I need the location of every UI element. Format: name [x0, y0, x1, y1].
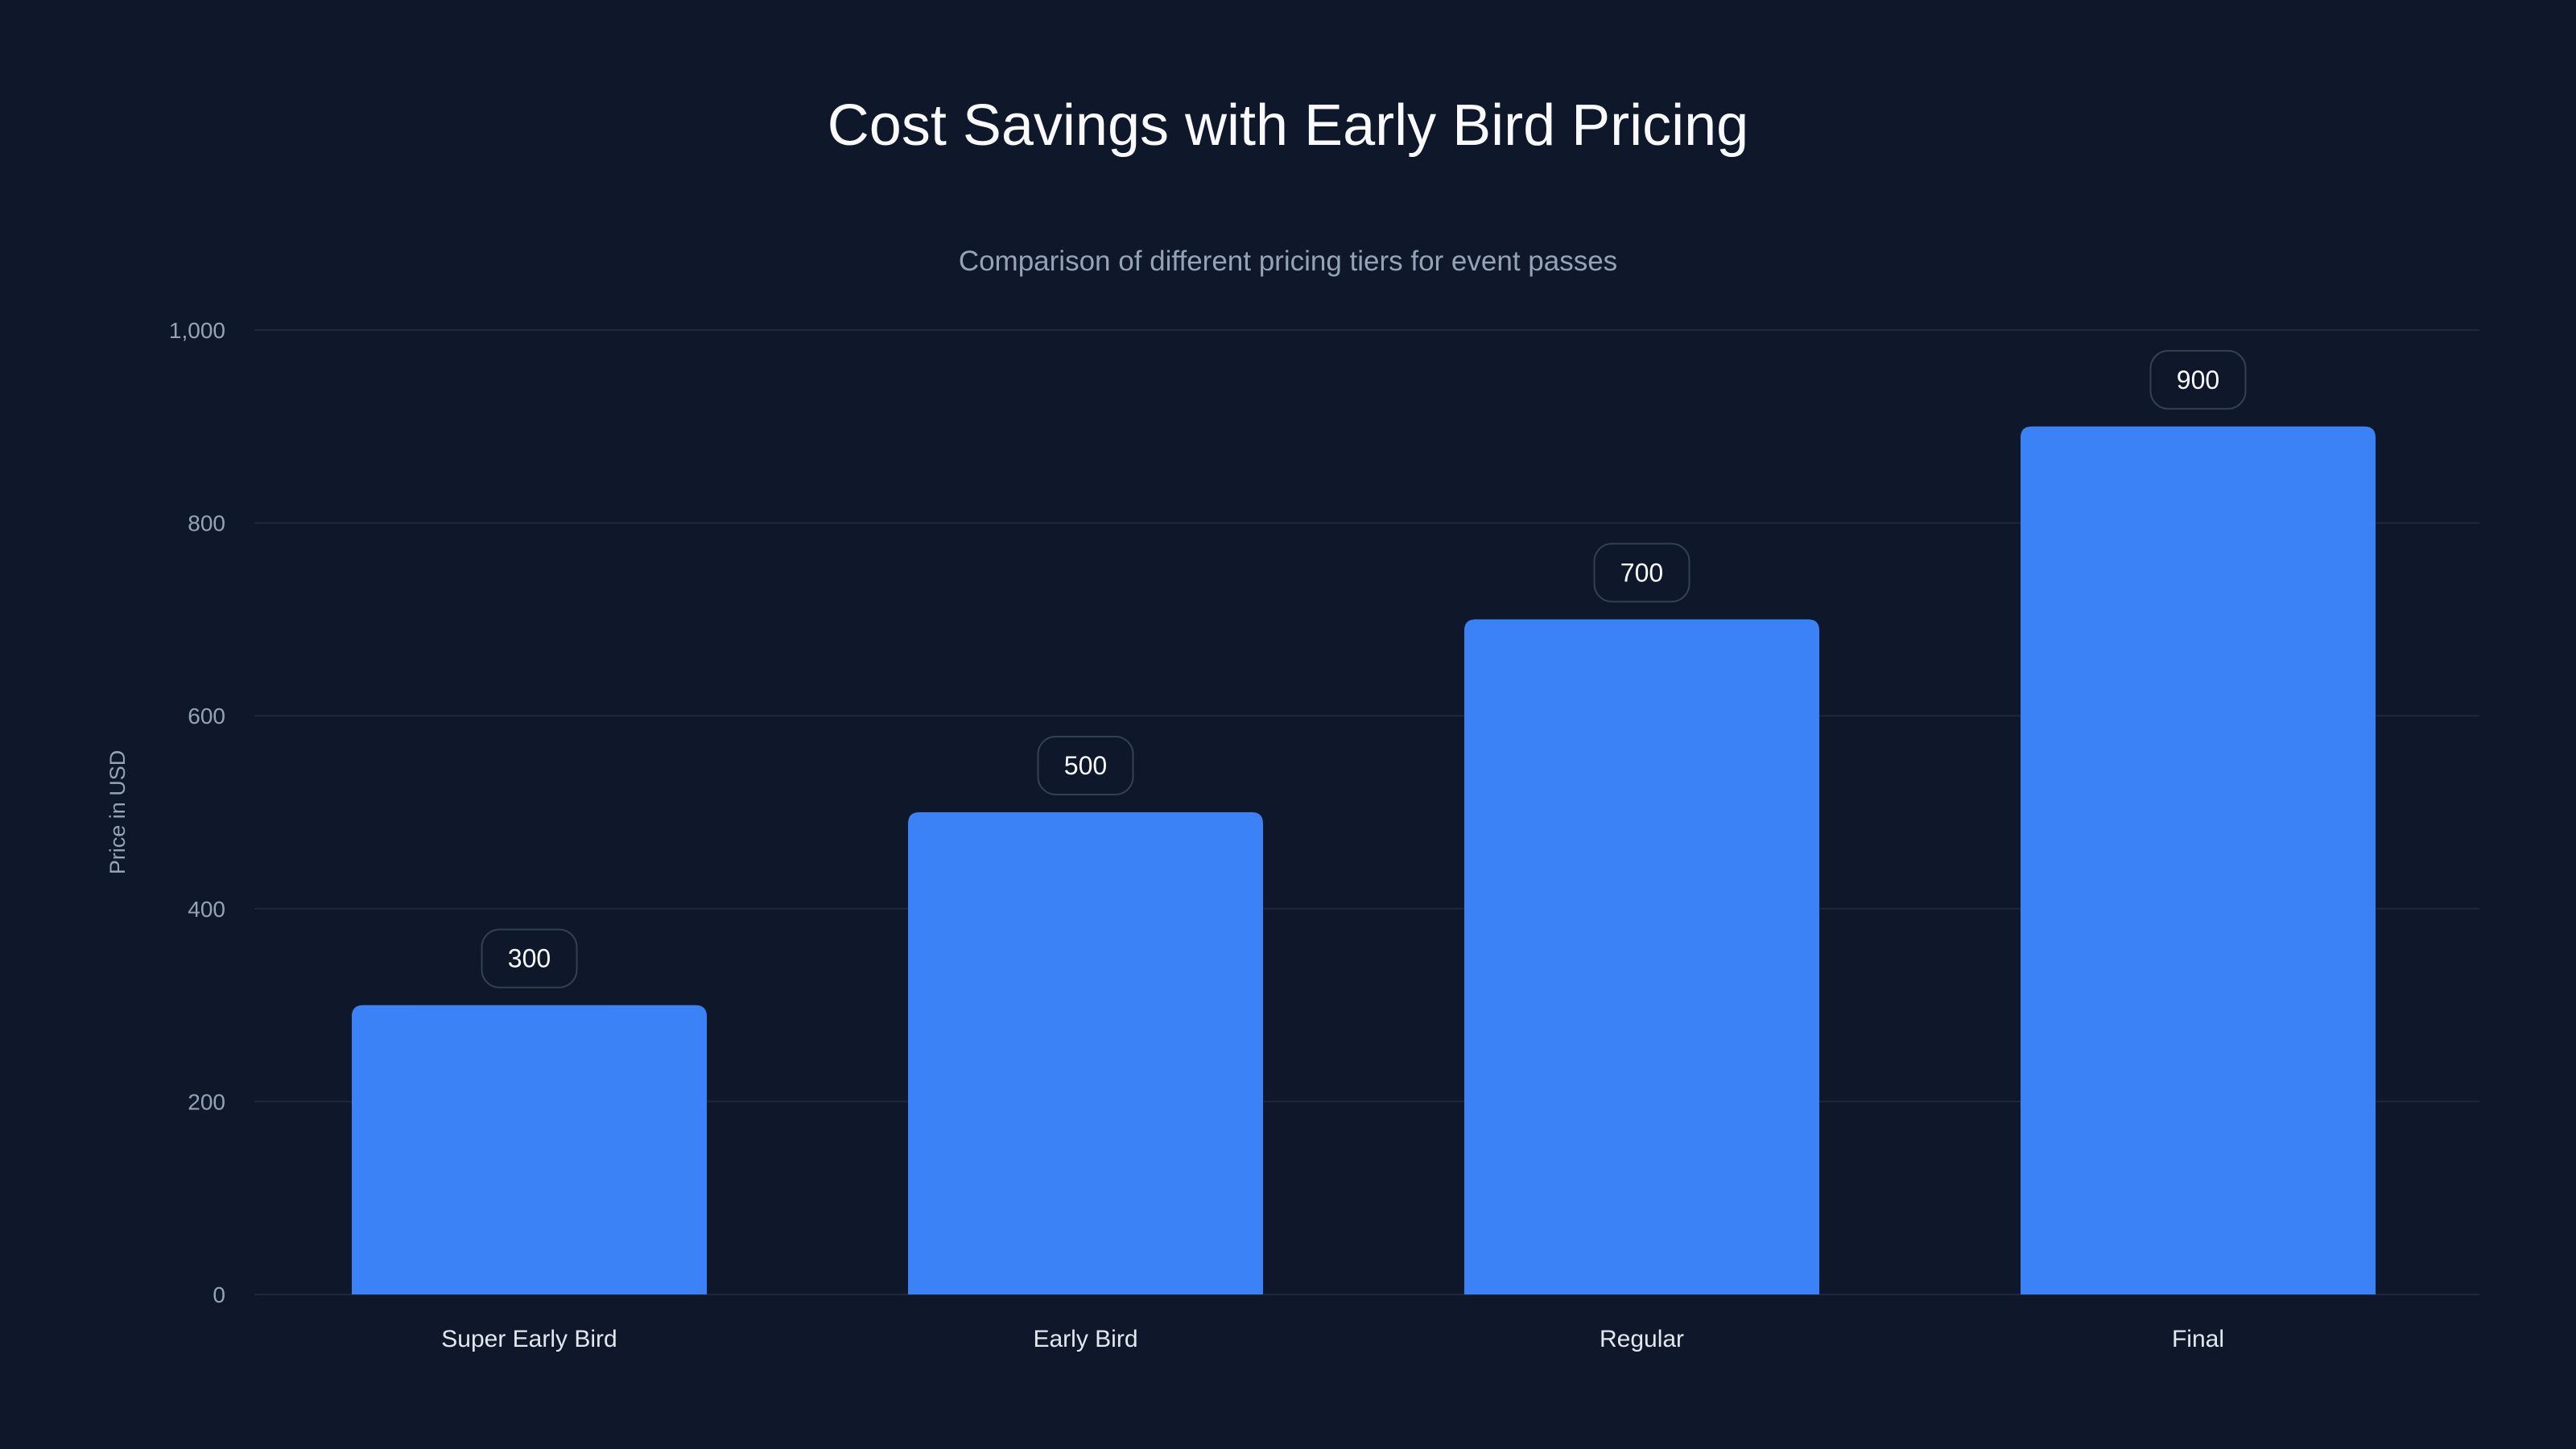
- data-label-box: [1593, 543, 1690, 603]
- x-tick-label: Early Bird: [1033, 1326, 1137, 1352]
- data-label-box: [2149, 349, 2247, 410]
- data-label-box: [481, 928, 578, 989]
- y-tick-label: 200: [188, 1089, 225, 1114]
- data-label: 900: [2177, 365, 2219, 394]
- y-axis-label: Price in USD: [105, 750, 130, 875]
- bar: [908, 812, 1263, 1294]
- data-label: 700: [1620, 558, 1663, 587]
- x-tick-label: Final: [2172, 1326, 2224, 1352]
- y-tick-label: 400: [188, 897, 225, 922]
- bar: [1464, 619, 1819, 1294]
- chart-subtitle: Comparison of different pricing tiers fo…: [958, 246, 1618, 277]
- y-tick-label: 1,000: [169, 318, 225, 343]
- data-label: 300: [508, 944, 551, 973]
- y-tick-label: 600: [188, 704, 225, 729]
- data-label-box: [1037, 736, 1134, 795]
- x-tick-label: Super Early Bird: [441, 1326, 617, 1352]
- bar: [352, 1005, 707, 1294]
- x-tick-label: Regular: [1600, 1326, 1684, 1352]
- y-tick-label: 800: [188, 511, 225, 536]
- y-tick-label: 0: [213, 1282, 225, 1307]
- bar: [2021, 426, 2376, 1294]
- chart-title: Cost Savings with Early Bird Pricing: [827, 93, 1749, 158]
- data-label: 500: [1064, 751, 1107, 780]
